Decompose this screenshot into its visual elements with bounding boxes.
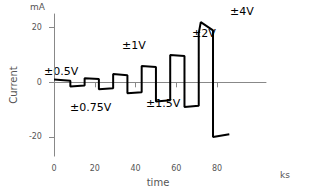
svg-text:±0.75V: ±0.75V bbox=[70, 101, 112, 114]
svg-text:40: 40 bbox=[130, 164, 140, 173]
svg-text:20: 20 bbox=[32, 23, 42, 32]
svg-text:±4V: ±4V bbox=[230, 5, 254, 18]
svg-text:80: 80 bbox=[212, 164, 222, 173]
svg-text:0: 0 bbox=[37, 78, 42, 87]
svg-text:60: 60 bbox=[171, 164, 181, 173]
svg-text:mA: mA bbox=[30, 2, 46, 12]
svg-text:±1.5V: ±1.5V bbox=[146, 97, 181, 110]
svg-text:±1V: ±1V bbox=[122, 39, 146, 52]
svg-text:±0.5V: ±0.5V bbox=[44, 65, 79, 78]
svg-text:ks: ks bbox=[280, 170, 290, 180]
svg-text:Current: Current bbox=[8, 66, 19, 104]
svg-text:time: time bbox=[147, 177, 170, 188]
svg-text:-20: -20 bbox=[29, 132, 42, 141]
svg-text:20: 20 bbox=[90, 164, 100, 173]
svg-text:0: 0 bbox=[51, 164, 56, 173]
svg-text:±2V: ±2V bbox=[192, 27, 216, 40]
